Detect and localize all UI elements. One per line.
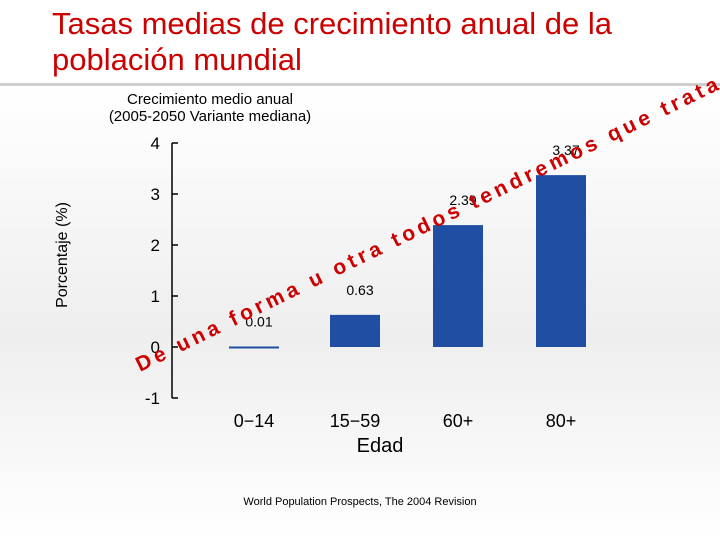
x-tick-label: 60+ bbox=[443, 411, 474, 431]
x-tick-label: 0−14 bbox=[234, 411, 275, 431]
y-tick-label: 4 bbox=[151, 134, 160, 153]
bar-2 bbox=[433, 225, 483, 347]
overlay-caption: De una forma u otra todos tendremos que … bbox=[132, 0, 720, 376]
y-tick-label: 2 bbox=[151, 236, 160, 255]
data-label: 0.63 bbox=[346, 282, 373, 298]
bar-3 bbox=[536, 175, 586, 347]
x-tick-label: 80+ bbox=[546, 411, 577, 431]
y-tick-label: 1 bbox=[151, 287, 160, 306]
x-tick-label: 15−59 bbox=[330, 411, 381, 431]
y-tick-label: 3 bbox=[151, 185, 160, 204]
y-tick-label: -1 bbox=[145, 389, 160, 408]
bar-1 bbox=[330, 315, 380, 347]
bar-0 bbox=[229, 346, 279, 348]
